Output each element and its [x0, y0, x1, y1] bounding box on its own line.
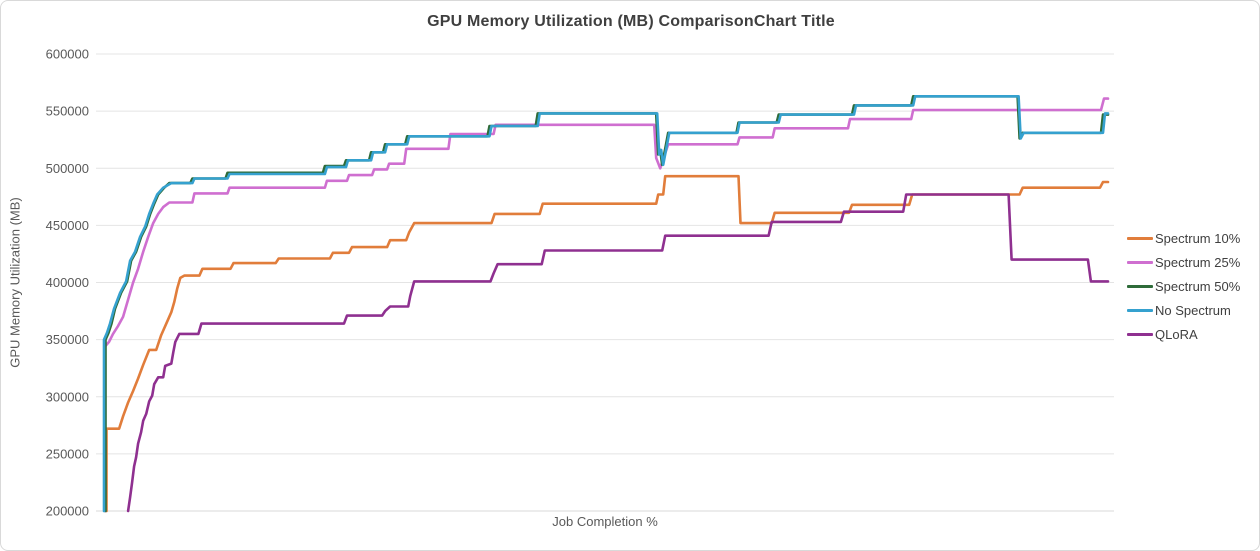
legend-label: Spectrum 50%	[1155, 279, 1241, 294]
legend-item-no-spectrum[interactable]: No Spectrum	[1127, 303, 1240, 318]
series-line-spectrum-50[interactable]	[104, 95, 1110, 513]
x-axis-title: Job Completion %	[552, 514, 658, 529]
series-line-spectrum-25[interactable]	[103, 97, 1110, 513]
legend-item-spectrum-50[interactable]: Spectrum 50%	[1127, 279, 1240, 294]
y-tick-label: 550000	[46, 104, 89, 119]
y-tick-label: 300000	[46, 389, 89, 404]
series-lines	[102, 95, 1110, 513]
y-tick-label: 200000	[46, 504, 89, 519]
y-tick-label: 450000	[46, 218, 89, 233]
y-tick-label: 400000	[46, 275, 89, 290]
legend-item-qlora[interactable]: QLoRA	[1127, 327, 1240, 342]
legend-swatch-icon	[1127, 261, 1153, 264]
legend-item-spectrum-25[interactable]: Spectrum 25%	[1127, 255, 1240, 270]
legend-swatch-icon	[1127, 285, 1153, 288]
series-line-qlora[interactable]	[126, 193, 1110, 513]
chart-title: GPU Memory Utilization (MB) ComparisonCh…	[427, 13, 835, 30]
y-tick-label: 500000	[46, 161, 89, 176]
y-tick-label: 600000	[46, 47, 89, 62]
legend-label: QLoRA	[1155, 327, 1198, 342]
legend-label: No Spectrum	[1155, 303, 1231, 318]
legend-swatch-icon	[1127, 309, 1153, 312]
series-line-spectrum-10[interactable]	[105, 174, 1110, 513]
gridlines	[96, 53, 1114, 512]
legend-swatch-icon	[1127, 237, 1153, 240]
y-tick-label: 250000	[46, 446, 89, 461]
y-tick-label: 350000	[46, 332, 89, 347]
y-axis-tick-labels: 600000 550000 500000 450000 400000 350000 3000…	[46, 47, 89, 519]
series-line-no-spectrum[interactable]	[102, 95, 1110, 513]
legend-swatch-icon	[1127, 333, 1153, 336]
legend-label: Spectrum 10%	[1155, 231, 1241, 246]
legend: Spectrum 10% Spectrum 25% Spectrum 50% No S…	[1127, 231, 1240, 342]
legend-label: Spectrum 25%	[1155, 255, 1241, 270]
legend-item-spectrum-10[interactable]: Spectrum 10%	[1127, 231, 1240, 246]
